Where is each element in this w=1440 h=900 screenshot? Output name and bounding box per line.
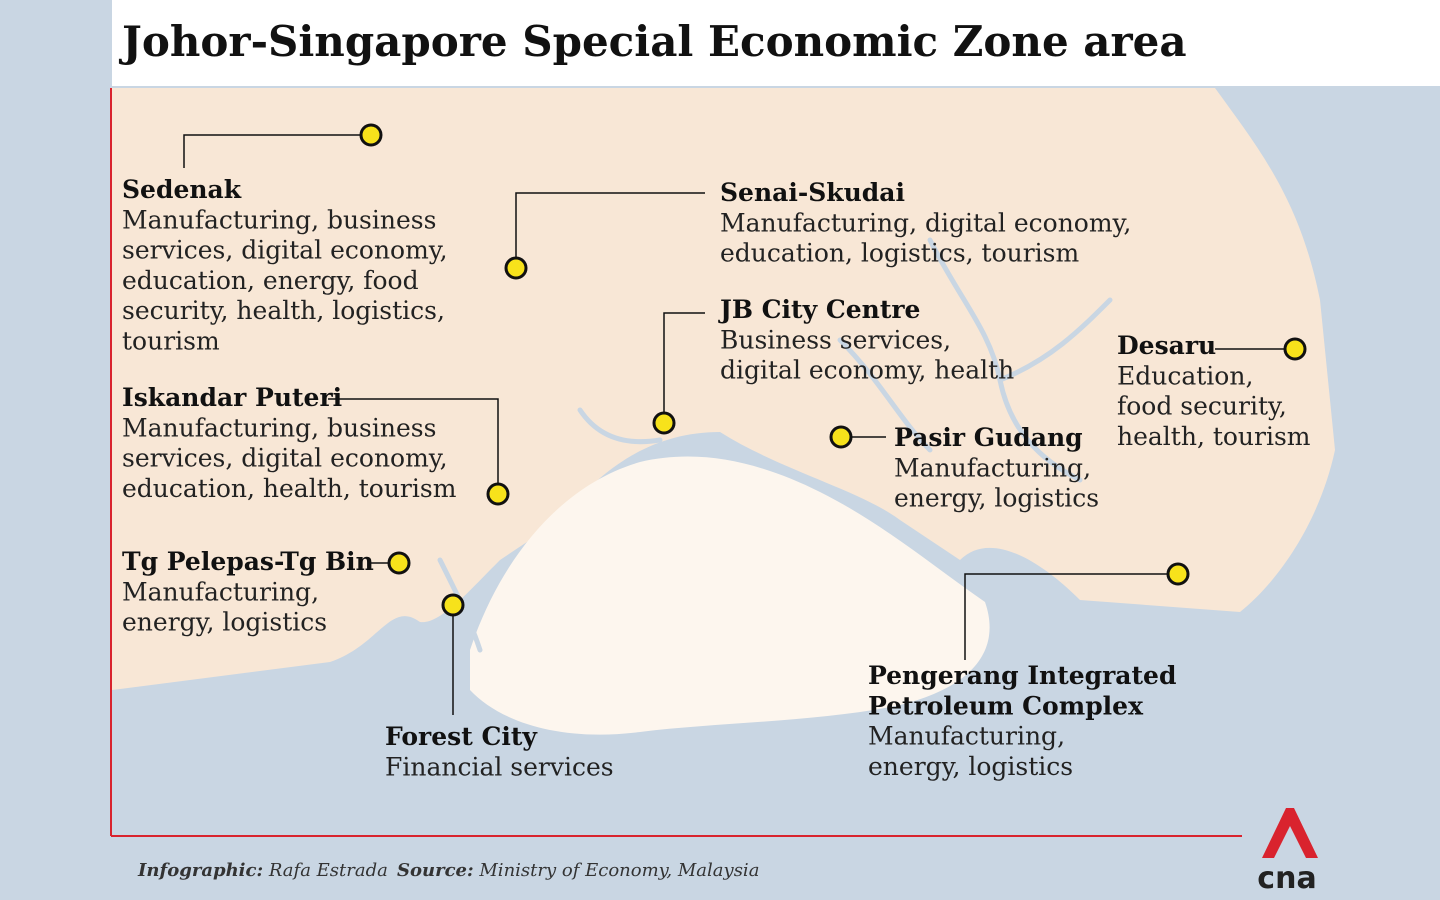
location-description: Business services, (720, 325, 951, 354)
location-description: health, tourism (1117, 422, 1311, 451)
rivers (437, 237, 1113, 653)
leader-line (515, 192, 705, 257)
location-name: JB City Centre (718, 295, 920, 324)
logo-text: cna (1257, 861, 1316, 896)
source-label: Source: (397, 860, 474, 881)
location-description: Education, (1117, 361, 1253, 390)
location-description: education, logistics, tourism (720, 239, 1080, 268)
location-description: digital economy, health (720, 356, 1014, 385)
location-description: Manufacturing, (122, 577, 319, 606)
location-description: Manufacturing, (894, 453, 1091, 482)
source-value: Ministry of Economy, Malaysia (478, 860, 759, 881)
credit-label: Infographic: (137, 860, 263, 881)
location-name: Pengerang Integrated (868, 661, 1176, 690)
location-dot (441, 593, 465, 617)
johor-land (112, 88, 1335, 690)
location-name: Senai-Skudai (720, 178, 905, 207)
location-description: Financial services (385, 752, 614, 781)
credit: Infographic: Rafa Estrada (137, 860, 388, 881)
location-description: Manufacturing, business (122, 413, 436, 442)
leader-line (328, 398, 499, 483)
location-description: education, health, tourism (122, 474, 457, 503)
singapore-island (470, 456, 990, 735)
logo-mark (1262, 808, 1318, 858)
location-dot (486, 482, 510, 506)
location-dot (652, 411, 676, 435)
source: Source: Ministry of Economy, Malaysia (397, 860, 759, 881)
location-dot (359, 123, 383, 147)
leader-line (663, 312, 705, 412)
location-description: education, energy, food (122, 266, 419, 295)
leader-line (183, 134, 360, 168)
credit-value: Rafa Estrada (268, 860, 388, 881)
location-dot (1166, 562, 1190, 586)
location-name: Iskandar Puteri (122, 383, 342, 412)
location-description: Manufacturing, business (122, 205, 436, 234)
location-name: Tg Pelepas-Tg Bin (122, 547, 374, 576)
logo: cna (1257, 808, 1318, 896)
location-name: Petroleum Complex (868, 691, 1144, 720)
location-description: energy, logistics (122, 608, 327, 637)
location-dot (829, 425, 853, 449)
location-name: Forest City (385, 722, 538, 751)
location-dot (387, 551, 411, 575)
header-band (112, 0, 1440, 86)
title: Johor-Singapore Special Economic Zone ar… (118, 17, 1187, 66)
location-description: services, digital economy, (122, 236, 448, 265)
location-description: security, health, logistics, (122, 296, 445, 325)
location-dot (1283, 337, 1307, 361)
location-description: services, digital economy, (122, 444, 448, 473)
location-description: energy, logistics (868, 752, 1073, 781)
location-name: Desaru (1117, 331, 1216, 360)
location-description: food security, (1117, 392, 1287, 421)
leader-line (964, 573, 1167, 660)
location-dot (504, 256, 528, 280)
location-description: Manufacturing, (868, 722, 1065, 751)
location-description: Manufacturing, digital economy, (720, 208, 1131, 237)
location-name: Pasir Gudang (894, 423, 1083, 452)
location-name: Sedenak (122, 175, 242, 204)
location-description: tourism (122, 327, 220, 356)
location-description: energy, logistics (894, 484, 1099, 513)
